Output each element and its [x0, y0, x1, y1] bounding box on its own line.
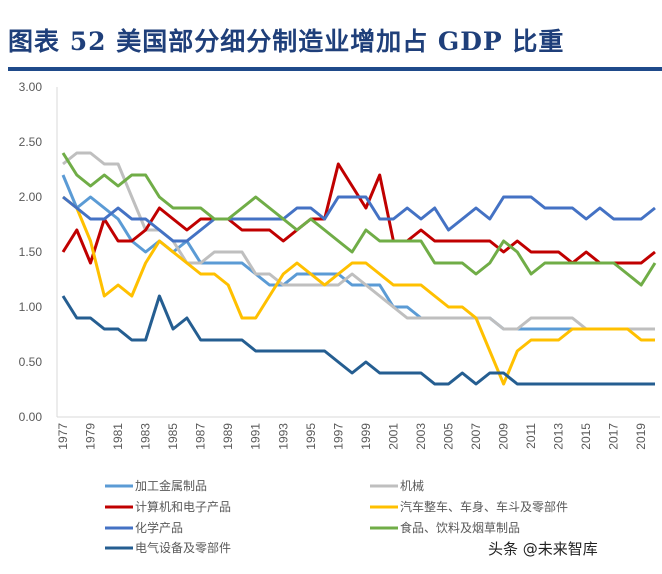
title-divider — [8, 67, 662, 71]
legend-label: 电气设备及零部件 — [135, 540, 231, 555]
legend-label: 食品、饮料及烟草制品 — [400, 520, 520, 535]
x-tick-label: 2013 — [552, 423, 566, 450]
x-tick-label: 1999 — [359, 423, 373, 450]
legend-item: 机械 — [370, 478, 424, 493]
legend-item: 计算机和电子产品 — [105, 499, 231, 514]
legend-item: 电气设备及零部件 — [105, 540, 231, 555]
x-tick-label: 1989 — [221, 423, 235, 450]
x-tick-label: 1993 — [276, 423, 290, 450]
x-tick-label: 1987 — [194, 423, 208, 450]
y-tick-label: 0.50 — [19, 355, 43, 369]
y-tick-label: 2.50 — [19, 135, 43, 149]
legend-label: 汽车整车、车身、车斗及零部件 — [400, 499, 568, 514]
x-tick-label: 1983 — [139, 423, 153, 450]
y-tick-label: 1.00 — [19, 300, 43, 314]
legend-item: 加工金属制品 — [105, 478, 207, 493]
x-tick-label: 2011 — [524, 423, 538, 449]
legend-label: 化学产品 — [135, 520, 183, 535]
legend-label: 加工金属制品 — [135, 478, 207, 493]
legend-label: 计算机和电子产品 — [135, 499, 231, 514]
series-line-4 — [62, 195, 656, 243]
x-tick-label: 2003 — [414, 423, 428, 450]
legend-item: 食品、饮料及烟草制品 — [370, 520, 520, 535]
watermark: 头条 @未来智库 — [488, 540, 598, 558]
legend-item: 化学产品 — [105, 520, 183, 535]
x-tick-label: 1995 — [304, 423, 318, 450]
legend-label: 机械 — [400, 478, 424, 493]
x-tick-label: 2009 — [497, 423, 511, 450]
x-tick-label: 2005 — [441, 423, 455, 450]
x-tick-label: 1991 — [249, 423, 263, 450]
x-tick-label: 1997 — [331, 423, 345, 450]
x-tick-label: 2007 — [469, 423, 483, 450]
x-tick-label: 1979 — [84, 423, 98, 450]
figure-title: 图表 52 美国部分细分制造业增加占 GDP 比重 — [8, 27, 565, 56]
series-lines — [61, 151, 657, 386]
series-line-6 — [61, 294, 655, 386]
y-tick-label: 0.00 — [19, 410, 43, 424]
legend-item: 汽车整车、车身、车斗及零部件 — [370, 499, 568, 514]
axes: 0.00 0.50 1.00 1.50 2.00 2.50 3.00 1977 1979 1981… — [19, 80, 660, 450]
x-tick-label: 1977 — [56, 423, 70, 450]
series-line-5 — [61, 152, 657, 287]
x-tick-label: 2015 — [579, 423, 593, 450]
y-tick-label: 2.00 — [19, 190, 43, 204]
y-tick-label: 3.00 — [19, 80, 43, 94]
y-tick-label: 1.50 — [19, 245, 43, 259]
x-tick-label: 1981 — [111, 423, 125, 450]
x-tick-label: 1985 — [166, 423, 180, 450]
x-tick-label: 2019 — [634, 423, 648, 450]
series-line-3 — [62, 195, 655, 386]
x-tick-label: 2017 — [607, 423, 621, 450]
x-tick-label: 2001 — [386, 423, 400, 450]
